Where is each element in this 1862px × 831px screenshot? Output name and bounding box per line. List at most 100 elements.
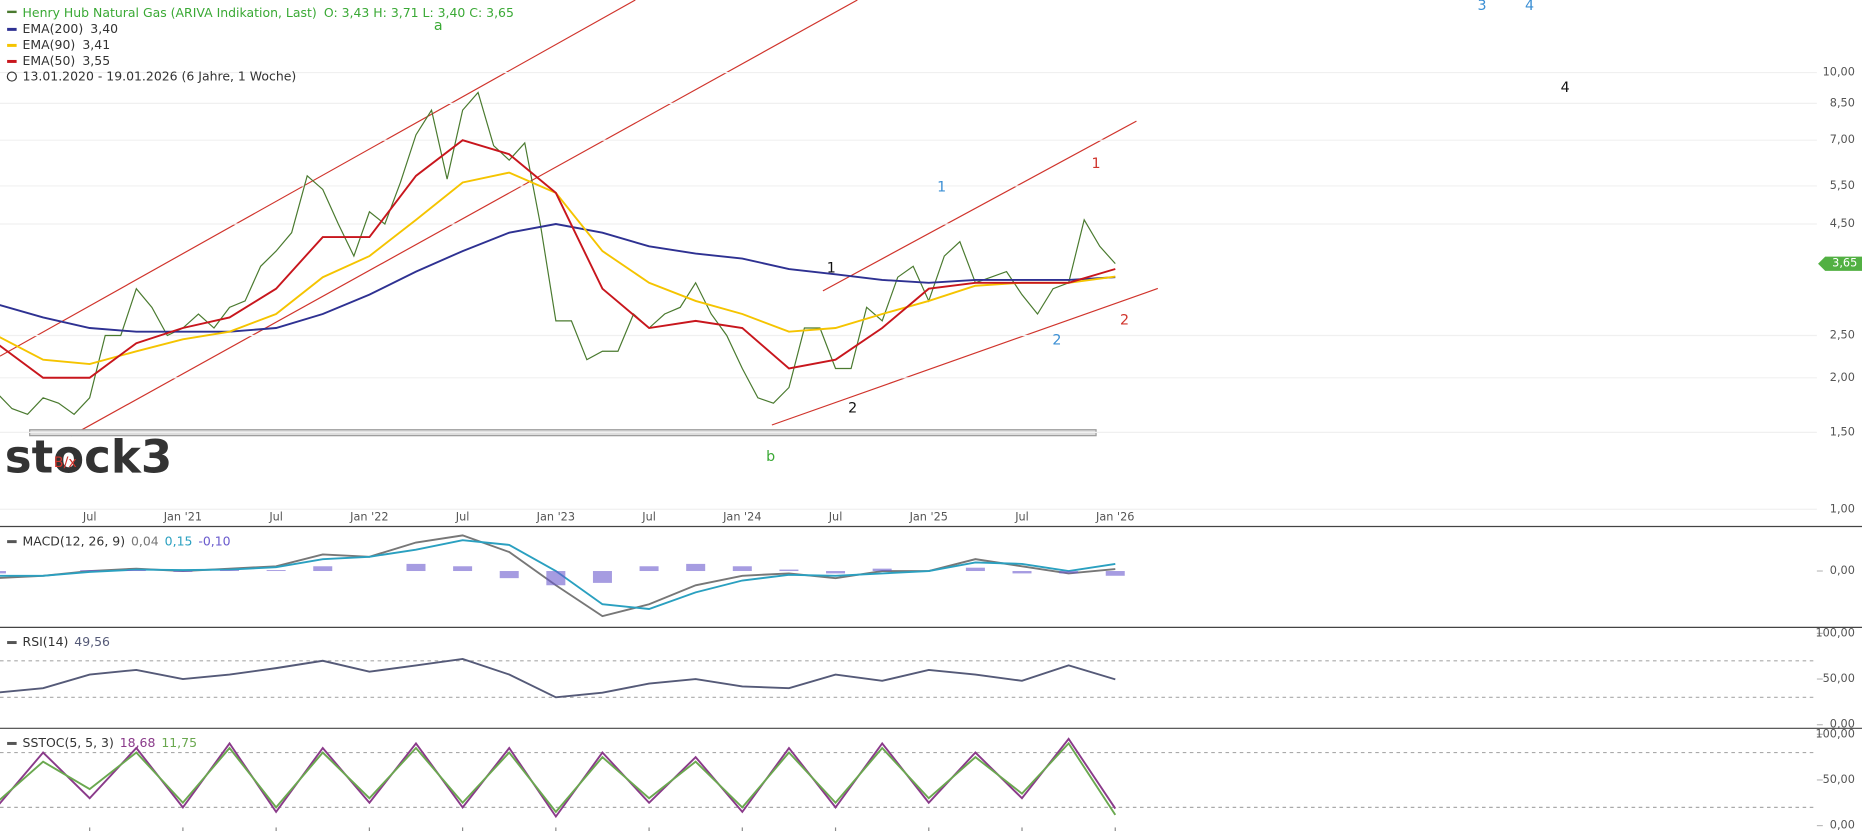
y-tick-label: 2,00	[1830, 371, 1855, 384]
y-tick-label: 1,50	[1830, 425, 1855, 438]
legend-value: 49,56	[74, 634, 110, 649]
wave-label: b	[766, 449, 775, 465]
panel-legend: SSTOC(5, 5, 3) 18,68 11,75	[23, 735, 197, 750]
watermark: stock3	[5, 431, 173, 484]
y-tick-label: 0,00	[1830, 564, 1855, 577]
histogram-bar	[406, 563, 426, 572]
histogram-bar	[173, 571, 193, 572]
panel-title: MACD(12, 26, 9)	[23, 533, 126, 548]
histogram-bar	[266, 570, 286, 572]
chart-title: Henry Hub Natural Gas (ARIVA Indikation,…	[23, 5, 514, 20]
histogram-bar	[1059, 571, 1079, 574]
histogram-bar	[499, 571, 519, 579]
legend-swatch	[7, 741, 17, 745]
title-text: Henry Hub Natural Gas (ARIVA Indikation,…	[23, 5, 317, 20]
y-tick-label: 1,00	[1830, 502, 1855, 515]
histogram-bar	[732, 566, 752, 572]
legend-value: 3,40	[90, 21, 118, 36]
series-line	[0, 223, 1116, 333]
legend-swatch	[7, 43, 17, 47]
y-tick-label: 10,00	[1823, 66, 1855, 79]
x-tick-label: Jan '23	[536, 511, 575, 524]
trend-lines	[0, 0, 1159, 437]
x-tick-label: Jan '22	[349, 511, 388, 524]
series-line	[0, 658, 1116, 699]
histogram-bar	[126, 570, 146, 572]
x-tick-label: Jan '25	[909, 511, 948, 524]
legend-name: EMA(50)	[23, 53, 76, 68]
histogram-bar	[546, 571, 566, 586]
panel-title: SSTOC(5, 5, 3)	[23, 735, 114, 750]
legend-entry: EMA(200) 3,40	[23, 21, 119, 36]
ohlc: O: 3,43 H: 3,71 L: 3,40 C: 3,65	[324, 5, 514, 20]
x-tick-label: Jan '24	[722, 511, 761, 524]
date-range: 13.01.2020 - 19.01.2026 (6 Jahre, 1 Woch…	[23, 69, 297, 84]
histogram-bar	[639, 566, 659, 572]
wave-label: 3	[1477, 0, 1486, 14]
series-line	[0, 539, 1116, 610]
wave-label: 1	[937, 180, 946, 196]
legend-swatch	[7, 27, 17, 31]
legend-swatch	[7, 10, 17, 14]
y-tick-label: 7,00	[1830, 133, 1855, 146]
histogram-bar	[965, 567, 985, 572]
x-tick-label: Jan '26	[1095, 511, 1134, 524]
legend-value: 0,04	[131, 533, 159, 548]
legend-name: EMA(90)	[23, 37, 76, 52]
x-tick-label: Jan '21	[163, 511, 202, 524]
series-line	[0, 741, 1117, 816]
histogram-bar	[453, 566, 473, 572]
panel-legend: MACD(12, 26, 9) 0,04 0,15 -0,10	[23, 533, 231, 548]
legend-swatch	[7, 641, 17, 645]
x-tick-label: Jul	[455, 511, 470, 524]
last-price-label: 3,65	[1832, 257, 1857, 270]
y-tick-label: 5,50	[1830, 179, 1855, 192]
wave-label: a	[434, 18, 443, 34]
y-tick-label: 50,00	[1823, 672, 1855, 685]
y-tick-label: 2,50	[1830, 328, 1855, 341]
wave-label: 2	[1120, 313, 1129, 329]
x-tick-label: Jul	[828, 511, 843, 524]
wave-label: B/x	[54, 455, 77, 471]
series-line	[0, 139, 1116, 379]
histogram-bar	[826, 571, 846, 574]
wave-label: 2	[848, 400, 857, 416]
legend-value: -0,10	[198, 533, 230, 548]
wave-label: 2	[1052, 333, 1061, 349]
histogram-bar	[80, 570, 100, 572]
x-tick-label: Jul	[82, 511, 97, 524]
x-tick-label: Jul	[268, 511, 283, 524]
y-tick-label: 8,50	[1830, 96, 1855, 109]
legend-value: 18,68	[120, 735, 156, 750]
x-tick-label: Jul	[641, 511, 656, 524]
wave-label: 4	[1561, 80, 1570, 96]
legend-value: 11,75	[161, 735, 197, 750]
y-tick-label: 0,00	[1830, 718, 1855, 731]
legend-entry: EMA(50) 3,55	[23, 53, 111, 68]
histogram-bar	[686, 563, 706, 572]
clock-icon	[6, 71, 17, 82]
legend-swatch	[7, 59, 17, 63]
legend-value: 3,41	[82, 37, 110, 52]
histogram-bar	[220, 570, 240, 572]
histogram-bar	[779, 569, 799, 572]
y-tick-label: 100,00	[1815, 727, 1854, 740]
x-tick-label: Jul	[1014, 511, 1029, 524]
series-line	[0, 737, 1117, 819]
y-tick-label: 4,50	[1830, 217, 1855, 230]
histogram-bar	[0, 571, 6, 574]
legend-entry: EMA(90) 3,41	[23, 37, 111, 52]
legend-value: 0,15	[165, 533, 193, 548]
histogram-bar	[1105, 571, 1125, 576]
histogram-bar	[1012, 571, 1032, 574]
y-tick-label: 50,00	[1823, 773, 1855, 786]
panel-title: RSI(14)	[23, 634, 69, 649]
legend-value: 3,55	[82, 53, 110, 68]
wave-label: 4	[1525, 0, 1534, 14]
histogram-bar	[872, 568, 892, 572]
panel-legend: RSI(14) 49,56	[23, 634, 110, 649]
legend-swatch	[7, 540, 17, 544]
wave-label: 1	[1092, 156, 1101, 172]
